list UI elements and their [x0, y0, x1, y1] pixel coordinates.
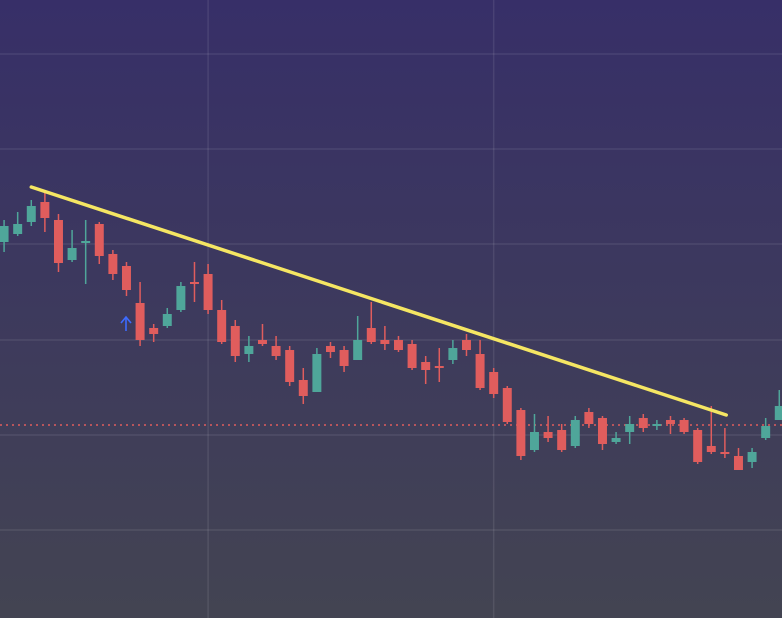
candle-body [761, 426, 771, 438]
candle-body [625, 424, 635, 432]
candle-body [108, 254, 118, 274]
candle-body [81, 241, 91, 243]
candle-body [353, 340, 363, 360]
candle-body [516, 410, 526, 456]
candle-body [774, 406, 782, 420]
candle-body [162, 314, 172, 326]
candle-body [244, 346, 254, 354]
candle-body [189, 282, 199, 284]
candle-body [570, 420, 580, 446]
candle-body [325, 346, 335, 352]
candle-body [13, 224, 23, 234]
candle-body [706, 446, 716, 452]
candle-body [434, 366, 444, 368]
candle-body [733, 456, 743, 470]
candle-body [339, 350, 349, 366]
candle-body [502, 388, 512, 422]
candle-body [230, 326, 240, 356]
candle-body [747, 452, 757, 462]
candle-body [679, 420, 689, 432]
candle-body [285, 350, 295, 382]
candle-body [94, 224, 104, 256]
candle-body [271, 346, 281, 356]
trendline [29, 185, 728, 417]
candle-body [217, 310, 227, 342]
candle-body [312, 354, 322, 392]
candle-body [557, 430, 567, 450]
candle-body [652, 424, 662, 426]
candle-body [584, 412, 594, 424]
candle-body [461, 340, 471, 350]
candle-body [203, 274, 213, 310]
candle-body [475, 354, 485, 388]
candle-body [176, 286, 186, 310]
candle-body [597, 418, 607, 444]
candle-body [393, 340, 403, 350]
candle-body [611, 438, 621, 442]
candle-body [26, 206, 36, 222]
candle-body [421, 362, 431, 370]
candle-body [638, 418, 648, 428]
candle-body [67, 248, 77, 260]
candle-body [0, 226, 9, 242]
candle-body [529, 432, 539, 450]
candle-body [407, 344, 417, 368]
candle-body [149, 328, 159, 334]
arrow-marker [120, 315, 132, 331]
candle-body [40, 202, 50, 218]
candle-body [665, 420, 675, 424]
candle-body [380, 340, 390, 344]
candle-body [693, 430, 703, 462]
candle-body [53, 220, 63, 263]
candle-body [489, 372, 499, 394]
candle-body [448, 348, 458, 360]
candle-body [135, 303, 145, 340]
candle-body [366, 328, 376, 342]
candles [0, 185, 782, 470]
candle-body [257, 340, 267, 344]
candle-body [720, 452, 730, 454]
candle-body [543, 432, 553, 438]
candle-body [298, 380, 308, 396]
candle-body [121, 266, 131, 290]
